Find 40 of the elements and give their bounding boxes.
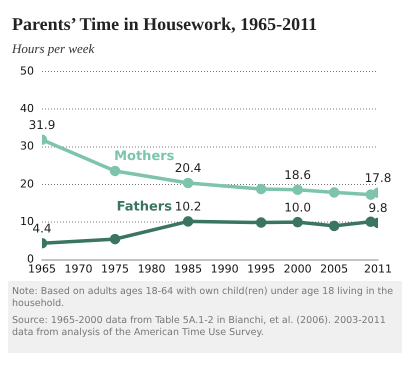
point [110,234,120,244]
y-tick-label: 20 [20,177,34,190]
chart-title: Parents’ Time in Housework, 1965-2011 [12,14,318,35]
point [328,220,340,232]
data-label: 10.0 [284,200,312,214]
data-label: 31.9 [28,118,56,132]
y-tick-label: 40 [20,102,34,116]
x-tick-label: 1980 [138,262,166,276]
x-tick-label: 1995 [247,262,276,276]
point [365,216,376,228]
point [365,189,376,200]
y-tick-label: 30 [20,140,34,153]
point [182,178,194,188]
point [292,216,303,228]
x-tick-label: 2011 [364,262,392,276]
point [182,216,194,227]
x-tick-label: 1975 [101,262,130,276]
series-label: Mothers [114,148,175,164]
data-label: 9.8 [368,201,388,216]
y-tick-label: 50 [20,64,34,78]
text: Note: Based on adults ages 18-64 with own child(ren) under age 18 living in the household. [11,285,394,310]
data-label: 4.4 [32,221,52,236]
point [256,217,266,228]
point [256,184,266,194]
point [292,184,303,196]
point [110,166,120,176]
source-note: Source: 1965-2000 data from Table 5A.1-2 in Bianchi, et al. (2006). 2003-2011 data from analysis of the American Time Use Survey. [11,314,387,338]
x-tick-label: 1985 [174,262,202,276]
x-tick-label: 2005 [320,262,348,276]
data-label: 17.8 [364,170,392,185]
x-tick-label: 2000 [284,262,312,276]
y-axis-title: Hours per week [12,41,96,57]
data-label: 10.2 [174,200,202,214]
data-label: 20.4 [174,161,202,176]
series-label: Fathers [116,199,172,214]
y-tick-label: 10 [20,215,34,228]
data-label: 18.6 [284,168,312,182]
x-tick-label: 1990 [210,262,239,276]
point [328,187,340,198]
x-tick-label: 1970 [64,262,93,276]
